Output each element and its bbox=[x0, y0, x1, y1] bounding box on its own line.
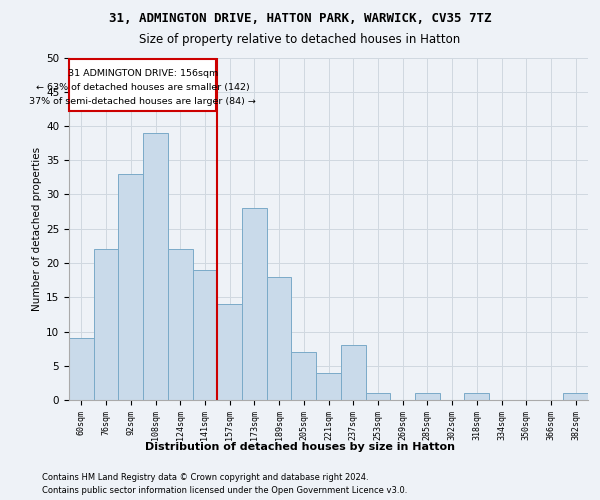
Bar bbox=[415, 393, 440, 400]
Bar bbox=[168, 250, 193, 400]
Bar bbox=[193, 270, 217, 400]
Text: 37% of semi-detached houses are larger (84) →: 37% of semi-detached houses are larger (… bbox=[29, 97, 256, 106]
Bar bbox=[69, 338, 94, 400]
FancyBboxPatch shape bbox=[70, 59, 216, 111]
Bar bbox=[217, 304, 242, 400]
Bar bbox=[267, 276, 292, 400]
Bar bbox=[242, 208, 267, 400]
Text: Size of property relative to detached houses in Hatton: Size of property relative to detached ho… bbox=[139, 32, 461, 46]
Bar bbox=[316, 372, 341, 400]
Text: ← 63% of detached houses are smaller (142): ← 63% of detached houses are smaller (14… bbox=[36, 83, 250, 92]
Text: Contains HM Land Registry data © Crown copyright and database right 2024.: Contains HM Land Registry data © Crown c… bbox=[42, 472, 368, 482]
Bar bbox=[464, 393, 489, 400]
Text: Contains public sector information licensed under the Open Government Licence v3: Contains public sector information licen… bbox=[42, 486, 407, 495]
Bar bbox=[563, 393, 588, 400]
Bar bbox=[292, 352, 316, 400]
Bar bbox=[94, 250, 118, 400]
Text: 31, ADMINGTON DRIVE, HATTON PARK, WARWICK, CV35 7TZ: 31, ADMINGTON DRIVE, HATTON PARK, WARWIC… bbox=[109, 12, 491, 26]
Text: 31 ADMINGTON DRIVE: 156sqm: 31 ADMINGTON DRIVE: 156sqm bbox=[68, 69, 218, 78]
Text: Distribution of detached houses by size in Hatton: Distribution of detached houses by size … bbox=[145, 442, 455, 452]
Bar bbox=[143, 133, 168, 400]
Y-axis label: Number of detached properties: Number of detached properties bbox=[32, 146, 42, 311]
Bar bbox=[118, 174, 143, 400]
Bar bbox=[365, 393, 390, 400]
Bar bbox=[341, 345, 365, 400]
